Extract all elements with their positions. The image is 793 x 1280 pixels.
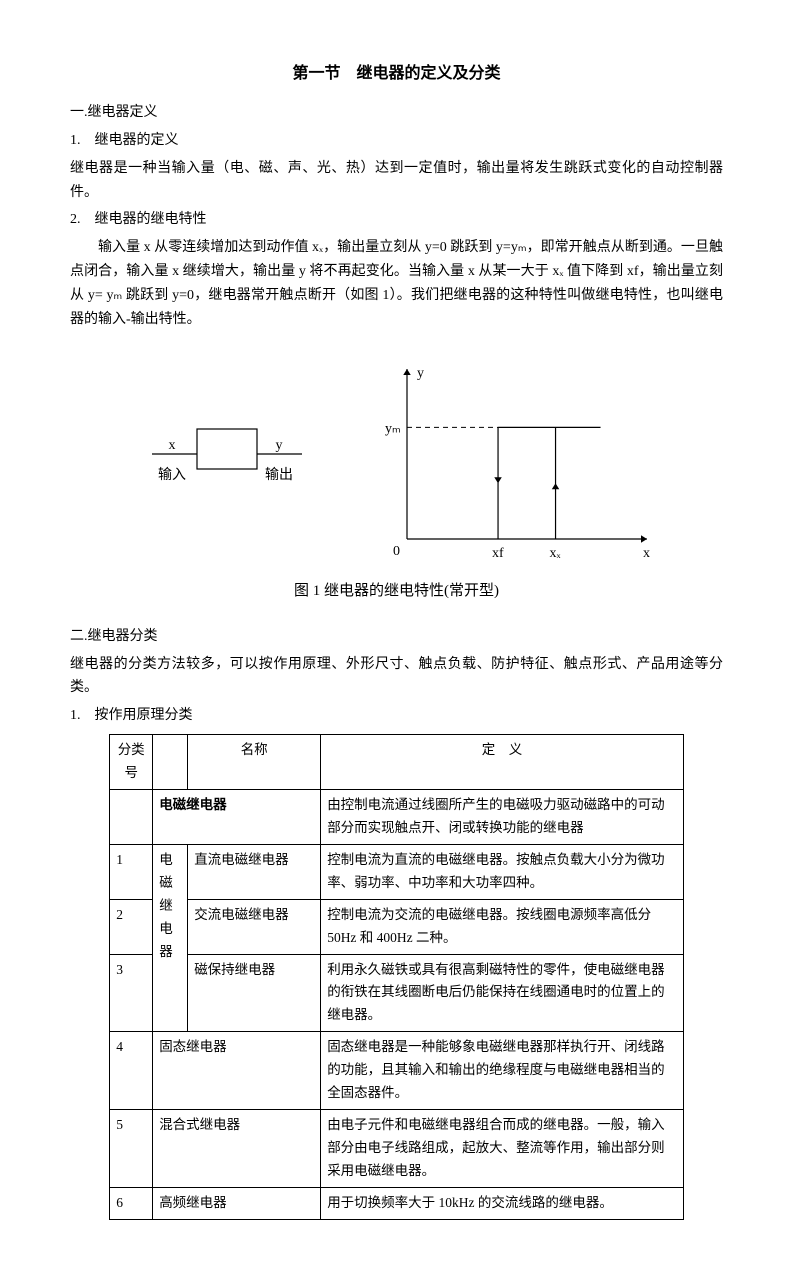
- figure-1-caption: 图 1 继电器的继电特性(常开型): [70, 579, 723, 605]
- cell-name-bold: 电磁继电器: [153, 789, 321, 844]
- svg-text:y: y: [417, 366, 424, 381]
- figure-1-row: x y 输入 输出 y x 0 yₘ xf xₓ: [70, 359, 723, 569]
- section-1-2-heading: 2. 继电器的继电特性: [70, 208, 723, 232]
- cell-name: 直流电磁继电器: [188, 844, 321, 899]
- section-1-1-heading: 1. 继电器的定义: [70, 129, 723, 153]
- cell-num: 2: [110, 899, 153, 954]
- cell-def: 控制电流为直流的电磁继电器。按触点负载大小分为微功率、弱功率、中功率和大功率四种…: [321, 844, 684, 899]
- cell-num: 3: [110, 954, 153, 1032]
- section-1-heading: 一.继电器定义: [70, 101, 723, 125]
- th-name: 名称: [188, 735, 321, 790]
- cell-def: 由控制电流通过线圈所产生的电磁吸力驱动磁路中的可动部分而实现触点开、闭或转换功能…: [321, 789, 684, 844]
- svg-text:yₘ: yₘ: [385, 422, 401, 437]
- cell-def: 利用永久磁铁或具有很高剩磁特性的零件，使电磁继电器的衔铁在其线圈断电后仍能保持在…: [321, 954, 684, 1032]
- hysteresis-chart: y x 0 yₘ xf xₓ: [377, 359, 657, 569]
- svg-text:0: 0: [393, 544, 400, 559]
- cell-def: 控制电流为交流的电磁继电器。按线圈电源频率高低分 50Hz 和 400Hz 二种…: [321, 899, 684, 954]
- th-def: 定 义: [321, 735, 684, 790]
- table-row: 2 交流电磁继电器 控制电流为交流的电磁继电器。按线圈电源频率高低分 50Hz …: [110, 899, 684, 954]
- page-title: 第一节 继电器的定义及分类: [70, 60, 723, 87]
- table-row: 6 高频继电器 用于切换频率大于 10kHz 的交流线路的继电器。: [110, 1187, 684, 1219]
- cell-category: 电磁继电器: [153, 844, 188, 1032]
- table-row: 5 混合式继电器 由电子元件和电磁继电器组合而成的继电器。一般，输入部分由电子线…: [110, 1110, 684, 1188]
- cell-def: 用于切换频率大于 10kHz 的交流线路的继电器。: [321, 1187, 684, 1219]
- classification-table: 分类号 名称 定 义 电磁继电器 由控制电流通过线圈所产生的电磁吸力驱动磁路中的…: [109, 734, 684, 1220]
- cell-name: 交流电磁继电器: [188, 899, 321, 954]
- cell-name: 高频继电器: [153, 1187, 321, 1219]
- table-row: 1 电磁继电器 直流电磁继电器 控制电流为直流的电磁继电器。按触点负载大小分为微…: [110, 844, 684, 899]
- cell-name: 固态继电器: [153, 1032, 321, 1110]
- th-num: 分类号: [110, 735, 153, 790]
- table-row: 电磁继电器 由控制电流通过线圈所产生的电磁吸力驱动磁路中的可动部分而实现触点开、…: [110, 789, 684, 844]
- block-in-label: 输入: [158, 467, 186, 483]
- cell-def: 由电子元件和电磁继电器组合而成的继电器。一般，输入部分由电子线路组成，起放大、整…: [321, 1110, 684, 1188]
- section-2-intro: 继电器的分类方法较多，可以按作用原理、外形尺寸、触点负载、防护特征、触点形式、产…: [70, 653, 723, 701]
- svg-text:xf: xf: [492, 546, 504, 561]
- cell-num: [110, 789, 153, 844]
- section-2-heading: 二.继电器分类: [70, 625, 723, 649]
- block-y-label: y: [275, 438, 282, 453]
- table-row: 4 固态继电器 固态继电器是一种能够象电磁继电器那样执行开、闭线路的功能，且其输…: [110, 1032, 684, 1110]
- svg-text:xₓ: xₓ: [549, 546, 561, 561]
- cell-num: 4: [110, 1032, 153, 1110]
- relay-block-diagram: x y 输入 输出: [137, 409, 317, 519]
- table-row: 3 磁保持继电器 利用永久磁铁或具有很高剩磁特性的零件，使电磁继电器的衔铁在其线…: [110, 954, 684, 1032]
- cell-num: 5: [110, 1110, 153, 1188]
- cell-num: 1: [110, 844, 153, 899]
- cell-name: 磁保持继电器: [188, 954, 321, 1032]
- section-2-sub1: 1. 按作用原理分类: [70, 704, 723, 728]
- table-header-row: 分类号 名称 定 义: [110, 735, 684, 790]
- th-cat-spacer: [153, 735, 188, 790]
- section-1-2-body: 输入量 x 从零连续增加达到动作值 xₓ，输出量立刻从 y=0 跳跃到 y=yₘ…: [70, 236, 723, 331]
- cell-def: 固态继电器是一种能够象电磁继电器那样执行开、闭线路的功能，且其输入和输出的绝缘程…: [321, 1032, 684, 1110]
- svg-text:x: x: [643, 546, 650, 561]
- cell-name: 混合式继电器: [153, 1110, 321, 1188]
- block-x-label: x: [168, 438, 175, 453]
- section-1-1-body: 继电器是一种当输入量（电、磁、声、光、热）达到一定值时，输出量将发生跳跃式变化的…: [70, 157, 723, 205]
- cell-num: 6: [110, 1187, 153, 1219]
- block-out-label: 输出: [265, 467, 293, 483]
